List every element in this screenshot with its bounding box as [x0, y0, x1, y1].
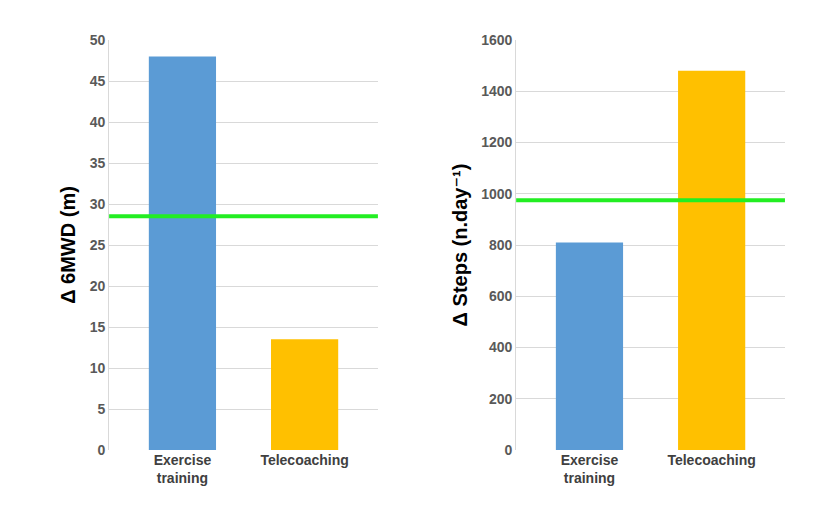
svg-text:200: 200	[489, 391, 513, 407]
svg-text:0: 0	[505, 442, 513, 458]
svg-text:15: 15	[90, 319, 106, 335]
svg-text:Δ Steps (n.day⁻¹): Δ Steps (n.day⁻¹)	[449, 164, 471, 327]
svg-text:400: 400	[489, 339, 513, 355]
svg-text:Exercisetraining: Exercisetraining	[154, 452, 212, 486]
svg-text:30: 30	[90, 196, 106, 212]
svg-text:40: 40	[90, 114, 106, 130]
svg-text:Telecoaching: Telecoaching	[667, 452, 755, 468]
svg-text:25: 25	[90, 237, 106, 253]
svg-text:Δ 6MWD (m): Δ 6MWD (m)	[57, 186, 79, 304]
svg-text:5: 5	[98, 401, 106, 417]
svg-text:35: 35	[90, 155, 106, 171]
svg-text:1400: 1400	[481, 83, 512, 99]
svg-text:1200: 1200	[481, 134, 512, 150]
svg-text:50: 50	[90, 32, 106, 48]
svg-text:800: 800	[489, 237, 513, 253]
svg-text:600: 600	[489, 288, 513, 304]
svg-text:10: 10	[90, 360, 106, 376]
svg-text:1600: 1600	[481, 32, 512, 48]
svg-text:20: 20	[90, 278, 106, 294]
svg-text:Exercisetraining: Exercisetraining	[561, 452, 619, 486]
svg-text:45: 45	[90, 73, 106, 89]
svg-text:1000: 1000	[481, 186, 512, 202]
svg-text:0: 0	[98, 442, 106, 458]
svg-text:Telecoaching: Telecoaching	[260, 452, 348, 468]
